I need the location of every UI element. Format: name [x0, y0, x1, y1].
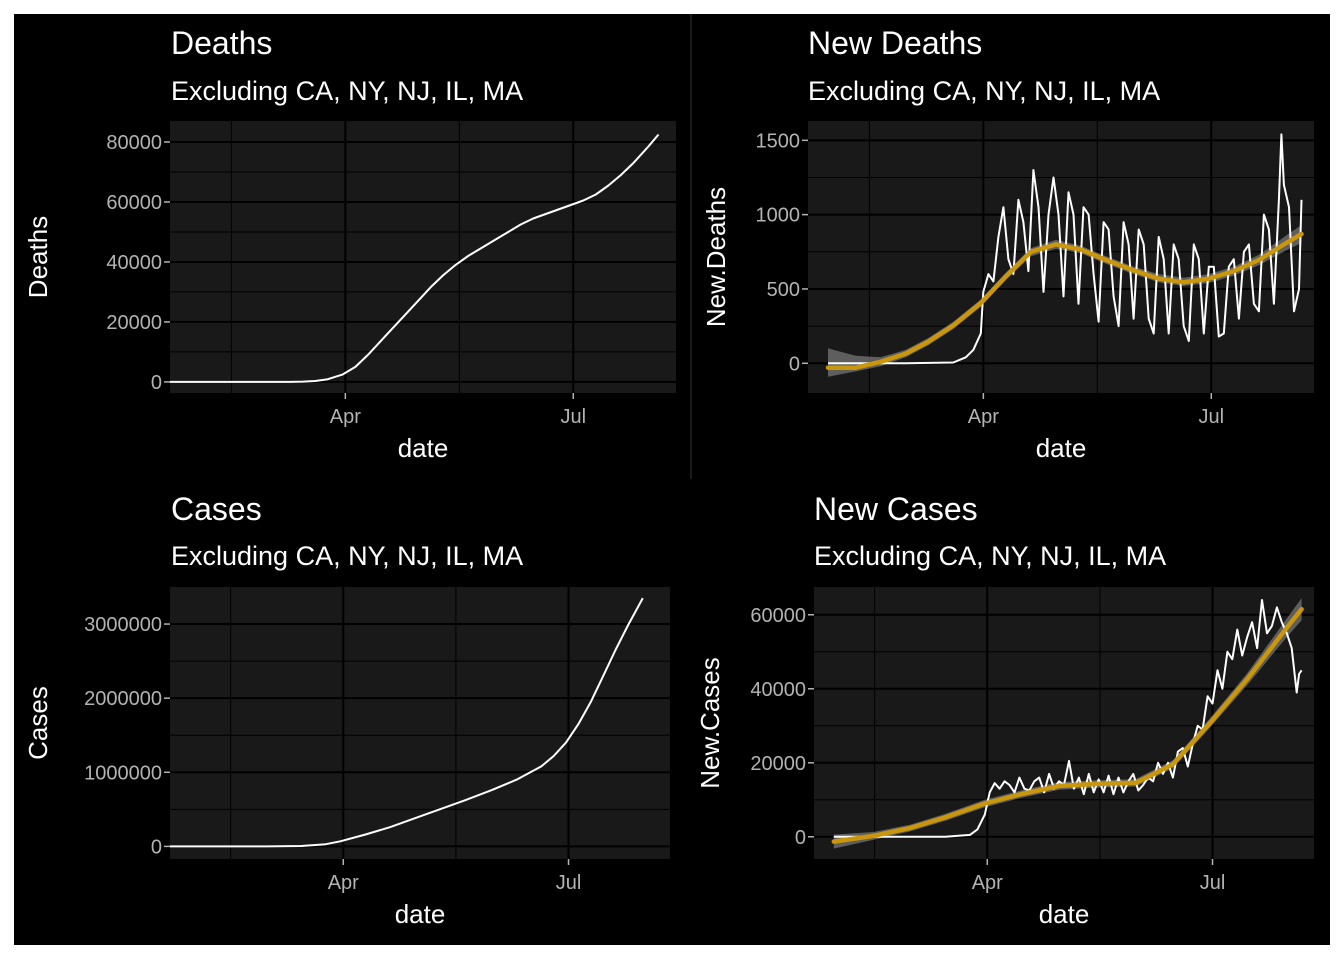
chart-subtitle: Excluding CA, NY, NJ, IL, MA — [171, 541, 523, 571]
x-tick-label: Apr — [972, 872, 1003, 894]
chart-panel-3: Cases Excluding CA, NY, NJ, IL, MA 0 100000… — [23, 491, 670, 929]
y-tick-label: 80000 — [106, 132, 162, 154]
x-tick-label: Jul — [556, 872, 582, 894]
y-tick-label: 20000 — [750, 753, 806, 775]
x-tick-label: Jul — [1200, 872, 1226, 894]
y-tick-label: 3000000 — [84, 614, 162, 636]
x-tick-label: Apr — [330, 406, 361, 428]
y-axis-title: New.Deaths — [701, 187, 731, 327]
x-axis-title: date — [395, 899, 446, 929]
chart-panel-1: Deaths Excluding CA, NY, NJ, IL, MA 0 20000… — [23, 25, 676, 463]
chart-subtitle: Excluding CA, NY, NJ, IL, MA — [171, 76, 523, 106]
y-axis-title: New.Cases — [695, 657, 725, 789]
chart-subtitle: Excluding CA, NY, NJ, IL, MA — [808, 76, 1160, 106]
chart-panel-4: New Cases Excluding CA, NY, NJ, IL, MA 0 20… — [695, 491, 1314, 929]
y-tick-label: 20000 — [106, 312, 162, 334]
y-tick-label: 60000 — [750, 605, 806, 627]
x-axis-title: date — [1039, 899, 1090, 929]
series-group — [170, 597, 644, 848]
plot-panel — [170, 121, 676, 393]
y-tick-label: 2000000 — [84, 688, 162, 710]
chart-title: New Deaths — [808, 25, 982, 61]
grid — [170, 587, 670, 859]
y-tick-label: 1000 — [756, 205, 801, 227]
chart-title: New Cases — [814, 491, 978, 527]
y-tick-label: 1000000 — [84, 762, 162, 784]
x-tick-label: Apr — [328, 872, 359, 894]
y-tick-label: 0 — [789, 353, 800, 375]
y-tick-label: 500 — [767, 279, 800, 301]
y-axis-title: Cases — [23, 686, 53, 760]
smooth-trend-line — [831, 606, 1304, 844]
x-tick-label: Jul — [561, 406, 587, 428]
series-group — [825, 133, 1304, 377]
x-axis-title: date — [398, 433, 449, 463]
y-tick-label: 1500 — [756, 130, 801, 152]
y-tick-label: 60000 — [106, 192, 162, 214]
y-axis-title: Deaths — [23, 216, 53, 298]
data-line — [170, 597, 644, 848]
figure: Deaths Excluding CA, NY, NJ, IL, MA 0 20000… — [14, 14, 1330, 945]
plot-panel — [170, 587, 670, 859]
grid — [814, 587, 1314, 859]
series-group — [170, 133, 660, 383]
x-tick-label: Jul — [1199, 406, 1225, 428]
y-tick-label: 0 — [795, 827, 806, 849]
data-line — [170, 133, 660, 383]
chart-panel-2: New Deaths Excluding CA, NY, NJ, IL, MA 0 5… — [701, 25, 1314, 463]
chart-canvas: Deaths Excluding CA, NY, NJ, IL, MA 0 20000… — [23, 14, 1314, 929]
x-axis-title: date — [1036, 433, 1087, 463]
smooth-trend-line — [825, 231, 1304, 370]
chart-title: Deaths — [171, 25, 272, 61]
y-tick-label: 0 — [151, 836, 162, 858]
y-tick-label: 40000 — [106, 252, 162, 274]
chart-title: Cases — [171, 491, 262, 527]
plot-panel — [814, 587, 1314, 859]
x-tick-label: Apr — [968, 406, 999, 428]
chart-subtitle: Excluding CA, NY, NJ, IL, MA — [814, 541, 1166, 571]
y-tick-label: 0 — [151, 372, 162, 394]
series-group — [831, 598, 1304, 849]
y-tick-label: 40000 — [750, 679, 806, 701]
